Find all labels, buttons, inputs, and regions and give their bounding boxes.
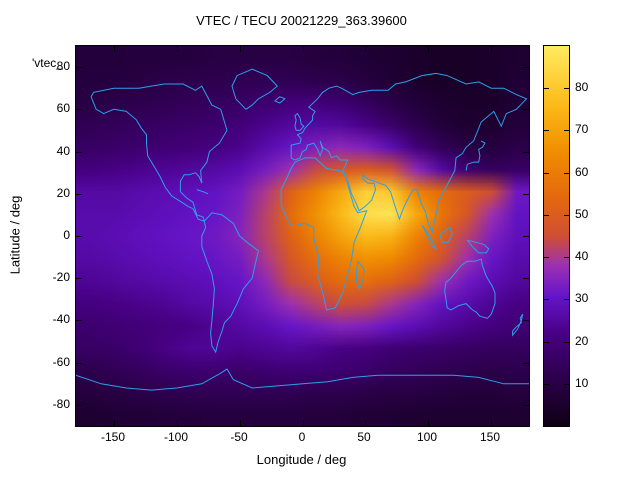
coastline-path — [280, 157, 368, 311]
colorbar-tick-mark — [564, 384, 569, 385]
colorbar-tick-label: 40 — [575, 249, 589, 263]
colorbar-tick-mark — [544, 215, 549, 216]
y-tick-label: -80 — [52, 397, 70, 411]
x-tick-label: -150 — [100, 430, 126, 444]
x-tick-mark — [114, 420, 115, 426]
colorbar-tick-mark — [564, 257, 569, 258]
x-tick-mark — [177, 420, 178, 426]
colorbar-tick-mark — [544, 257, 549, 258]
coastline-path — [274, 96, 286, 104]
y-tick-mark — [76, 405, 82, 406]
coastline-path — [444, 258, 496, 319]
y-tick-label: -40 — [52, 312, 70, 326]
x-tick-mark-mirror — [365, 46, 366, 52]
coastline-path — [76, 368, 529, 391]
colorbar-tick-label: 70 — [575, 122, 589, 136]
x-tick-mark-mirror — [491, 46, 492, 52]
colorbar-tick-mark — [544, 130, 549, 131]
y-tick-mark — [76, 194, 82, 195]
coastline-path — [290, 72, 528, 234]
y-tick-mark-mirror — [523, 363, 529, 364]
coastline-path — [196, 189, 209, 195]
colorbar-tick-label: 10 — [575, 376, 589, 390]
y-tick-label: 20 — [56, 186, 70, 200]
y-tick-mark — [76, 67, 82, 68]
colorbar-tick-mark — [564, 88, 569, 89]
coastline-path — [439, 226, 453, 243]
y-tick-mark-mirror — [523, 194, 529, 195]
colorbar-tick-mark — [564, 299, 569, 300]
colorbar-tick-mark — [564, 130, 569, 131]
x-tick-label: 50 — [357, 430, 371, 444]
y-tick-label: 40 — [56, 144, 70, 158]
y-tick-mark-mirror — [523, 236, 529, 237]
x-tick-label: 100 — [416, 430, 438, 444]
x-tick-label: -100 — [163, 430, 189, 444]
chart-title: VTEC / TECU 20021229_363.39600 — [196, 13, 407, 28]
x-tick-label: 0 — [298, 430, 306, 444]
x-tick-label: -50 — [230, 430, 248, 444]
y-tick-mark-mirror — [523, 152, 529, 153]
y-tick-mark — [76, 152, 82, 153]
x-tick-mark — [428, 420, 429, 426]
coastline-path — [90, 83, 228, 222]
heatmap-canvas — [76, 46, 529, 426]
y-tick-mark-mirror — [523, 109, 529, 110]
plot-area — [75, 45, 530, 427]
x-axis-title: Longitude / deg — [256, 452, 347, 467]
colorbar-tick-label: 30 — [575, 291, 589, 305]
y-tick-label: -20 — [52, 270, 70, 284]
colorbar-tick-mark — [544, 173, 549, 174]
coastline-path — [466, 239, 490, 254]
y-tick-mark — [76, 109, 82, 110]
x-tick-mark-mirror — [177, 46, 178, 52]
colorbar-tick-mark — [544, 299, 549, 300]
y-tick-label: 0 — [63, 228, 70, 242]
y-axis-title: Latitude / deg — [7, 195, 23, 275]
x-tick-mark — [240, 420, 241, 426]
x-tick-mark — [491, 420, 492, 426]
coastline-overlay — [76, 68, 529, 391]
y-tick-label: -60 — [52, 355, 70, 369]
series-key-label: 'vtec_ — [32, 56, 63, 70]
coastline-path — [465, 140, 486, 171]
x-tick-label: 150 — [479, 430, 501, 444]
coastline-path — [356, 261, 365, 291]
x-tick-mark-mirror — [114, 46, 115, 52]
colorbar-tick-mark — [544, 88, 549, 89]
coastline-path — [201, 212, 260, 354]
x-tick-mark-mirror — [428, 46, 429, 52]
x-tick-mark — [365, 420, 366, 426]
y-tick-mark — [76, 363, 82, 364]
y-tick-mark-mirror — [523, 67, 529, 68]
colorbar-tick-mark — [544, 384, 549, 385]
colorbar-tick-mark — [544, 342, 549, 343]
x-tick-mark-mirror — [240, 46, 241, 52]
colorbar-tick-mark — [564, 215, 569, 216]
colorbar-tick-mark — [564, 173, 569, 174]
colorbar-tick-label: 60 — [575, 165, 589, 179]
y-tick-mark — [76, 236, 82, 237]
y-tick-mark-mirror — [523, 278, 529, 279]
x-tick-mark-mirror — [303, 46, 304, 52]
y-tick-mark — [76, 320, 82, 321]
colorbar-tick-label: 50 — [575, 207, 589, 221]
y-tick-label: 80 — [56, 59, 70, 73]
x-tick-mark — [303, 420, 304, 426]
coastline-path — [512, 313, 524, 337]
coastline-path — [294, 112, 305, 131]
colorbar-tick-label: 80 — [575, 80, 589, 94]
y-tick-mark-mirror — [523, 405, 529, 406]
y-tick-label: 60 — [56, 101, 70, 115]
colorbar — [543, 45, 570, 427]
coastline-path — [421, 225, 437, 250]
colorbar-tick-mark — [564, 342, 569, 343]
y-tick-mark-mirror — [523, 320, 529, 321]
coastline-path — [231, 68, 279, 110]
y-tick-mark — [76, 278, 82, 279]
colorbar-tick-label: 20 — [575, 334, 589, 348]
